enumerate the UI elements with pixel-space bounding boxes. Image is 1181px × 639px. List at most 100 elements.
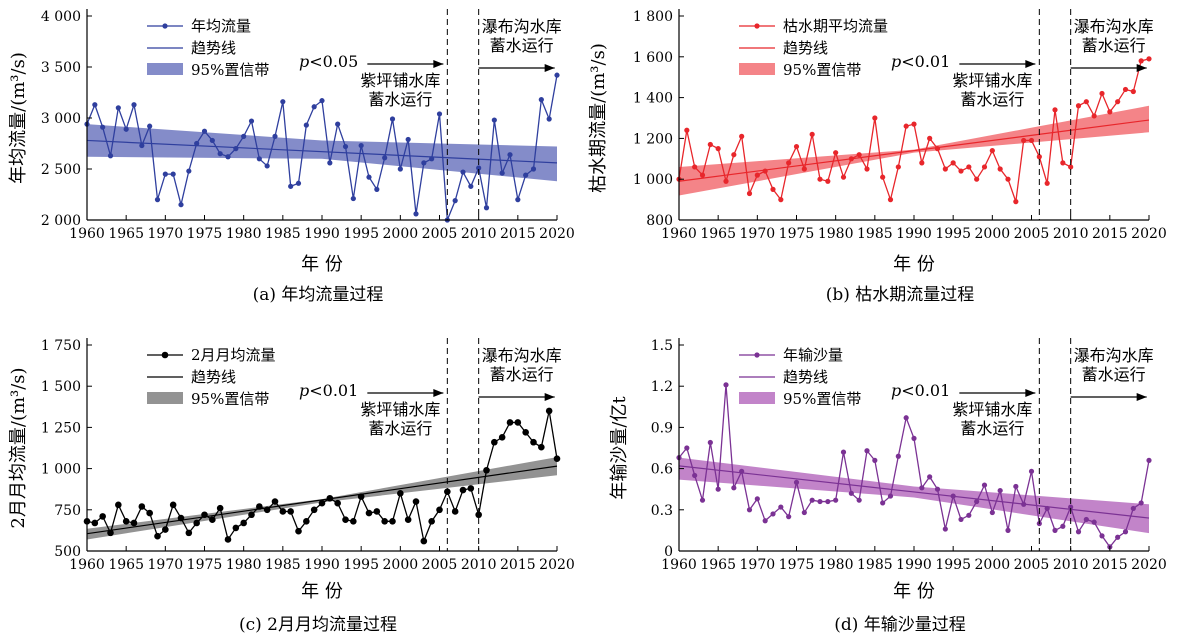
x-tick-label: 1975 (779, 557, 815, 573)
data-point (1028, 468, 1035, 474)
data-point (966, 164, 972, 170)
data-point (553, 455, 561, 463)
data-point (107, 529, 114, 537)
pubugou-arrow-head (544, 393, 555, 401)
data-point (92, 102, 98, 108)
data-point (833, 150, 839, 156)
y-axis-label: 枯水期流量/(m³/s) (588, 43, 609, 193)
data-point (545, 407, 553, 415)
data-point (715, 146, 721, 152)
x-tick-label: 2020 (1131, 226, 1167, 242)
data-point (177, 514, 185, 522)
data-point (731, 485, 737, 491)
data-point (1099, 90, 1105, 97)
data-point (468, 183, 474, 189)
data-point (786, 514, 792, 520)
y-tick-label: 1 200 (633, 131, 673, 147)
pubugou-arrow-head (544, 64, 555, 72)
data-point (216, 504, 224, 512)
data-point (271, 498, 279, 505)
data-point (966, 512, 972, 518)
y-tick-label: 0 (664, 544, 673, 560)
legend-series-marker (754, 23, 760, 29)
panel-caption: (d) 年输沙量过程 (834, 615, 966, 635)
data-point (1130, 88, 1136, 95)
x-tick-label: 1980 (818, 226, 854, 242)
data-point (809, 131, 815, 137)
zipingpu-annotation-line2: 蓄水运行 (960, 90, 1024, 109)
data-point (919, 485, 925, 491)
data-point (778, 504, 784, 510)
data-point (887, 197, 894, 203)
x-tick-label: 1980 (818, 557, 854, 573)
data-point (1130, 505, 1136, 512)
data-point (1044, 180, 1050, 186)
data-point (1005, 176, 1011, 182)
x-tick-label: 2015 (1092, 557, 1128, 573)
data-point (318, 499, 326, 507)
data-point (389, 518, 396, 525)
series-line (678, 384, 1150, 548)
data-point (397, 490, 404, 497)
zipingpu-annotation-line1: 紫坪铺水库 (952, 400, 1032, 419)
data-point (872, 115, 878, 121)
data-point (848, 156, 854, 162)
chart-panel-b: 1960 1965 1970 1975 1980 1985 1990 1995 2000 2005… (588, 9, 1167, 305)
data-point (723, 382, 729, 388)
y-tick-label: 1 600 (633, 50, 673, 66)
data-point (139, 142, 145, 149)
x-tick-label: 2005 (1014, 557, 1050, 573)
data-point (974, 176, 980, 182)
panel-caption: (c) 2月月均流量过程 (239, 615, 397, 635)
data-point (692, 472, 698, 479)
data-point (1115, 534, 1121, 540)
x-axis-label: 年 份 (893, 581, 935, 602)
data-point (264, 163, 270, 169)
x-tick-label: 2015 (500, 557, 536, 573)
x-tick-label: 1995 (935, 557, 971, 573)
data-point (491, 438, 498, 446)
data-point (122, 518, 130, 525)
x-axis-label: 年 份 (301, 254, 343, 275)
data-point (287, 508, 294, 515)
data-point (1146, 56, 1152, 62)
data-point (373, 508, 381, 515)
data-point (903, 415, 909, 421)
x-tick-label: 1995 (935, 226, 971, 242)
x-tick-label: 1970 (148, 226, 184, 242)
data-point (1052, 527, 1058, 534)
data-point (272, 133, 278, 139)
data-point (1013, 199, 1019, 205)
x-tick-label: 2010 (1053, 226, 1089, 242)
y-tick-label: 500 (54, 544, 81, 560)
data-point (154, 532, 161, 540)
data-point (770, 511, 776, 517)
data-point (130, 519, 138, 527)
data-point (178, 202, 184, 208)
data-point (429, 156, 435, 162)
data-point (1068, 164, 1074, 170)
legend-band-swatch (739, 392, 775, 404)
data-point (374, 186, 380, 192)
data-point (1138, 58, 1144, 64)
data-point (162, 171, 168, 177)
data-point (1068, 504, 1074, 510)
pubugou-arrow-head (1136, 64, 1147, 72)
legend-trend-label: 趋势线 (191, 39, 236, 57)
y-tick-label: 750 (54, 503, 81, 519)
data-point (515, 197, 521, 203)
data-point (280, 99, 286, 105)
data-point (833, 497, 839, 503)
data-point (856, 497, 862, 503)
data-point (864, 166, 870, 172)
data-point (279, 508, 287, 515)
data-point (762, 518, 768, 524)
zipingpu-annotation-line1: 紫坪铺水库 (360, 400, 440, 419)
data-point (817, 498, 823, 505)
legend-series-label: 年输沙量 (783, 346, 843, 364)
y-tick-label: 3 500 (41, 60, 81, 76)
x-tick-label: 1970 (148, 557, 184, 573)
data-point (887, 493, 894, 499)
x-tick-label: 2000 (975, 557, 1011, 573)
